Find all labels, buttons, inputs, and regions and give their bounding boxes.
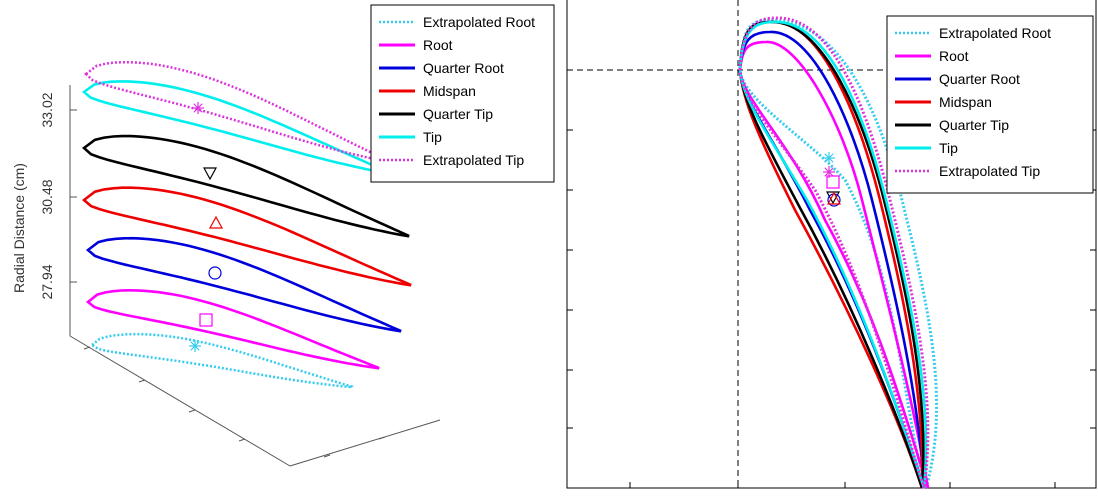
overlay-marker (823, 152, 835, 164)
legend-label: Quarter Root (939, 71, 1020, 87)
legend-label: Extrapolated Tip (423, 152, 524, 168)
legend-right: Extrapolated Root Root Quarter Root Midspan… (886, 15, 1094, 194)
section-curves (81, 60, 412, 389)
section-curve-quarter-root (85, 236, 402, 333)
overlay-curve-extrapolated-tip (738, 16, 930, 489)
section-curve-root (85, 288, 380, 370)
floor-ticks (83, 346, 386, 458)
section-curve-extrapolated-root (89, 332, 354, 389)
legend-label: Quarter Tip (423, 106, 493, 122)
marker-quarter-root (208, 266, 222, 280)
legend-left: Extrapolated Root Root Quarter Root Midspan… (370, 4, 555, 183)
overlay-curve-tip (738, 20, 928, 489)
overlay-curve-quarter-root (738, 30, 926, 489)
z-tick-label: 27.94 (39, 264, 55, 299)
legend-label: Quarter Root (423, 60, 504, 76)
section-curve-extrapolated-tip (84, 60, 392, 164)
floor-tick (138, 379, 146, 383)
legend-label: Tip (423, 129, 442, 145)
overlay-curve-root (738, 40, 930, 489)
legend-box (886, 15, 1094, 194)
overlay-plot: Extrapolated Root Root Quarter Root Midspan… (566, 0, 1097, 494)
floor-edge-left (69, 335, 291, 467)
z-ticks: 27.94 30.48 33.02 (39, 92, 77, 300)
z-tick-label: 33.02 (39, 92, 55, 127)
marker-extrapolated-tip (192, 102, 204, 114)
legend-label: Extrapolated Tip (939, 163, 1040, 179)
legend-label: Root (423, 37, 453, 53)
floor-tick (323, 454, 331, 458)
z-tick-label: 30.48 (39, 179, 55, 214)
right-ticks (567, 129, 1096, 488)
section-curve-quarter-tip (81, 134, 410, 238)
legend-label: Quarter Tip (939, 117, 1009, 133)
right-plot-frame (566, 0, 1097, 489)
legend-label: Extrapolated Root (939, 25, 1051, 41)
floor-tick (188, 409, 196, 413)
floor-tick (238, 438, 246, 442)
legend-box (370, 4, 555, 183)
legend-label: Tip (939, 140, 958, 156)
section-markers (189, 102, 224, 352)
overlay-marker (826, 175, 840, 189)
overlay-marker (826, 191, 842, 205)
overlay-curve-quarter-tip (738, 20, 925, 489)
legend-label: Extrapolated Root (423, 14, 535, 30)
floor-edge-right (289, 419, 441, 467)
section-curve-midspan (81, 186, 412, 287)
floor-tick (378, 436, 386, 440)
legend-label: Midspan (939, 94, 992, 110)
marker-quarter-tip (202, 167, 218, 181)
stacked-sections-plot: 27.94 30.48 33.02 Radial Distance (cm) Ext… (11, 4, 555, 467)
marker-root (199, 313, 213, 327)
legend-label: Root (939, 48, 969, 64)
legend-label: Midspan (423, 83, 476, 99)
overlay-marker (823, 166, 835, 178)
floor-tick (83, 346, 91, 350)
marker-extrapolated-root (189, 340, 201, 352)
overlay-curves (738, 16, 939, 494)
z-axis-label: Radial Distance (cm) (11, 163, 27, 293)
marker-midspan (208, 215, 224, 229)
overlay-markers (823, 152, 842, 207)
overlay-curve-extrapolated-root (738, 18, 939, 494)
